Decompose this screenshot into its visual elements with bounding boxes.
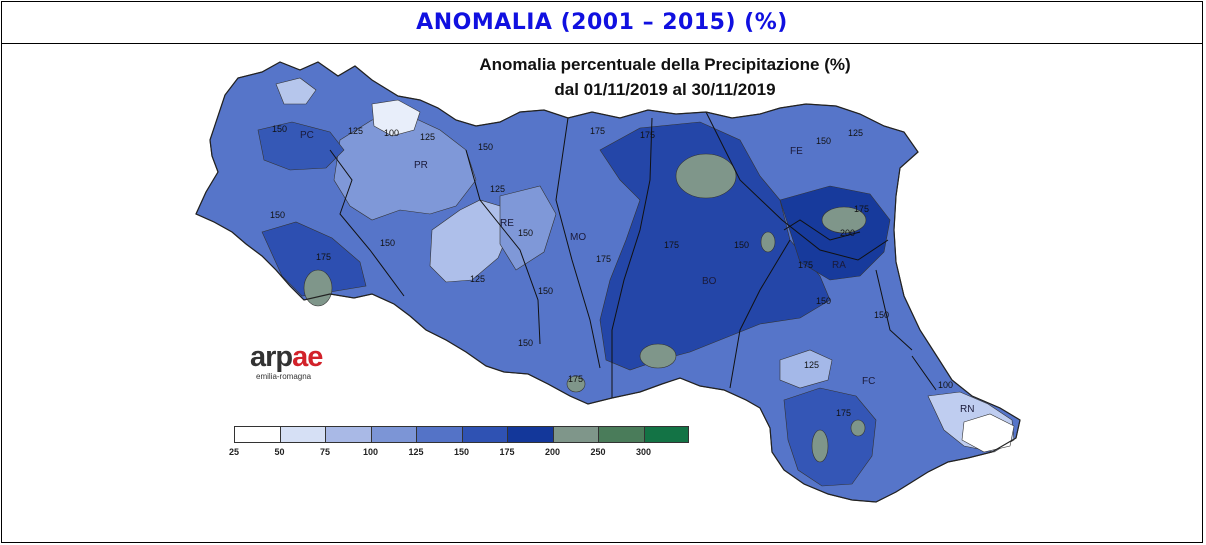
province-label-pc: PC xyxy=(300,130,314,141)
isoline-label: 150 xyxy=(270,210,285,220)
isoline-label: 150 xyxy=(272,124,287,134)
isoline-label: 125 xyxy=(490,184,505,194)
zone-150-forli xyxy=(783,387,877,487)
zone-200-bologna-mtn xyxy=(639,343,677,369)
province-label-fc: FC xyxy=(862,376,875,387)
region-outline-stroke xyxy=(195,61,1021,503)
province-label-re: RE xyxy=(500,218,514,229)
zone-125-forli-plain xyxy=(779,349,833,389)
isoline-label: 175 xyxy=(316,252,331,262)
legend-labels: 25 50 75 100 125 150 175 200 250 300 xyxy=(229,447,694,459)
zone-100-rimini xyxy=(961,413,1015,453)
isoline-label: 175 xyxy=(596,254,611,264)
map-title: Anomalia percentuale della Precipitazion… xyxy=(370,52,960,102)
legend-swatch xyxy=(416,426,462,443)
legend-label: 125 xyxy=(408,447,424,457)
zone-125-modena xyxy=(499,185,557,271)
legend-swatch xyxy=(461,426,507,443)
isoline-label: 200 xyxy=(840,228,855,238)
legend-label: 200 xyxy=(544,447,561,457)
province-label-pr: PR xyxy=(414,160,428,171)
isoline-label: 175 xyxy=(640,130,655,140)
zone-200-forli-b xyxy=(850,419,866,437)
zone-200-reggio-mtn xyxy=(303,269,333,307)
province-label-bo: BO xyxy=(702,276,717,287)
isoline-label: 100 xyxy=(384,128,399,138)
isoline-label: 175 xyxy=(836,408,851,418)
legend-swatch xyxy=(507,426,553,443)
zone-100-piacenza-north xyxy=(275,77,317,105)
legend-label: 175 xyxy=(499,447,515,457)
isoline-label: 150 xyxy=(518,338,533,348)
map-title-line2: dal 01/11/2019 al 30/11/2019 xyxy=(554,80,776,99)
color-legend xyxy=(234,426,689,444)
isoline-label: 150 xyxy=(816,136,831,146)
zone-200-ravenna xyxy=(821,206,867,234)
zone-150-piacenza xyxy=(257,121,345,171)
isoline-label: 125 xyxy=(848,128,863,138)
zone-200-bologna-east xyxy=(760,231,776,253)
zone-200-ferrara xyxy=(675,153,737,199)
legend-label: 250 xyxy=(590,447,606,457)
isoline-label: 175 xyxy=(798,260,813,270)
legend-label: 300 xyxy=(635,447,652,457)
legend-swatch xyxy=(643,426,689,443)
legend-swatch xyxy=(325,426,371,443)
legend-label: 50 xyxy=(274,447,285,457)
isoline-label: 125 xyxy=(470,274,485,284)
header-bar: ANOMALIA (2001 – 2015) (%) xyxy=(1,1,1203,44)
isoline-label: 125 xyxy=(348,126,363,136)
legend-label: 150 xyxy=(453,447,470,457)
legend-swatch xyxy=(279,426,325,443)
isoline-label: 125 xyxy=(804,360,819,370)
legend-swatch xyxy=(598,426,644,443)
province-label-mo: MO xyxy=(570,232,586,243)
legend-swatch xyxy=(370,426,416,443)
isoline-label: 150 xyxy=(478,142,493,152)
zone-200-forli-a xyxy=(811,429,829,463)
legend-label: 100 xyxy=(362,447,379,457)
province-label-ra: RA xyxy=(832,260,846,271)
isoline-label: 150 xyxy=(734,240,749,250)
isoline-label: 150 xyxy=(518,228,533,238)
page-title: ANOMALIA (2001 – 2015) (%) xyxy=(416,10,788,35)
isoline-label: 150 xyxy=(538,286,553,296)
logo-subtitle: emilia-romagna xyxy=(256,372,312,381)
isoline-label: 150 xyxy=(874,310,889,320)
province-boundaries xyxy=(329,111,937,398)
isoline-label: 125 xyxy=(420,132,435,142)
zone-200-modena-mtn xyxy=(566,375,586,393)
province-label-fe: FE xyxy=(790,146,803,157)
arpae-logo: arpae emilia-romagna xyxy=(250,342,342,396)
legend-label: 75 xyxy=(319,447,331,457)
isoline-label: 150 xyxy=(816,296,831,306)
isoline-label: 175 xyxy=(568,374,583,384)
logo-wordmark: arpae xyxy=(250,341,323,373)
isoline-label: 100 xyxy=(938,380,953,390)
legend-swatch xyxy=(552,426,598,443)
map-title-line1: Anomalia percentuale della Precipitazion… xyxy=(479,55,851,74)
isoline-label: 175 xyxy=(590,126,605,136)
legend-label: 25 xyxy=(228,447,240,457)
isoline-label: 150 xyxy=(380,238,395,248)
legend-swatch xyxy=(234,426,280,443)
zone-175-west xyxy=(261,221,367,297)
isoline-label: 175 xyxy=(854,204,869,214)
isoline-label: 175 xyxy=(664,240,679,250)
province-label-rn: RN xyxy=(960,404,974,415)
zone-100-parma xyxy=(371,99,421,137)
